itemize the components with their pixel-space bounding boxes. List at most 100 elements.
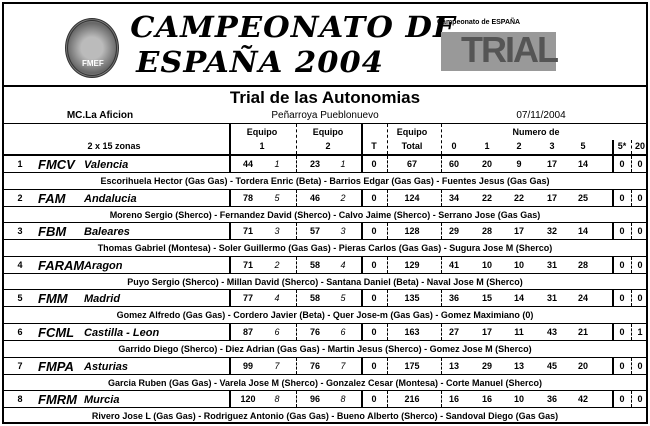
rank: 5	[17, 293, 23, 304]
cell-n2: 22	[513, 192, 525, 203]
cell-n0: 13	[448, 360, 460, 371]
cell-e1p: 1	[274, 159, 280, 169]
cell-t: 0	[371, 327, 377, 337]
cell-n5s: 0	[619, 360, 625, 371]
cell-e1p: 2	[274, 259, 280, 270]
team-code: FMRM	[38, 392, 77, 408]
cell-n5: 25	[577, 192, 589, 203]
cell-n3: 17	[546, 192, 558, 203]
n1-header: 1	[484, 141, 490, 151]
championship-title-line1: CAMPEONATO DE	[130, 10, 458, 44]
cell-n2: 13	[513, 360, 525, 371]
n20-header: 20	[634, 141, 646, 151]
cell-n5s: 0	[619, 159, 625, 169]
cell-e2: 76	[309, 360, 321, 371]
cell-n5s: 0	[619, 226, 625, 237]
cell-n2: 9	[516, 159, 522, 169]
cell-total: 163	[404, 327, 420, 337]
rank: 6	[17, 327, 23, 337]
equipo1-number: 1	[259, 141, 265, 151]
team-row: 6 FCML Castilla - Leon 87 6 76 6 0 163 27 17 11 43 21…	[4, 323, 646, 341]
cell-n3: 31	[546, 259, 558, 270]
riders-list: Escorihuela Hector (Gas Gas) - Tordera E…	[100, 176, 550, 186]
cell-n5s: 0	[619, 259, 625, 270]
numero-header: Numero de	[512, 127, 560, 137]
region-name: Asturias	[84, 360, 129, 373]
cell-n1: 20	[481, 159, 493, 169]
rank: 1	[17, 159, 23, 169]
rank: 7	[17, 360, 23, 371]
cell-n1: 28	[481, 226, 493, 237]
cell-e2p: 2	[340, 192, 346, 203]
cell-total: 216	[404, 394, 420, 405]
event-title: Trial de las Autonomias	[229, 88, 421, 107]
cell-e1: 71	[242, 226, 254, 237]
cell-n20: 0	[637, 293, 643, 304]
cell-n3: 31	[546, 293, 558, 304]
team-row: 8 FMRM Murcia 120 8 96 8 0 216 16 16 10 36 42 0 0	[4, 390, 646, 409]
cell-n5s: 0	[619, 394, 625, 405]
cell-n2: 11	[514, 327, 524, 337]
cell-e2p: 5	[340, 293, 346, 304]
team-code: FCML	[38, 325, 75, 340]
cell-e2p: 8	[340, 394, 346, 405]
region-name: Andalucia	[84, 192, 137, 205]
region-name: Valencia	[84, 159, 129, 171]
cell-n1: 22	[481, 192, 493, 203]
federation-crest-logo: FMEF	[65, 18, 119, 78]
team-code: FMCV	[38, 157, 75, 172]
cell-e2: 23	[309, 159, 321, 169]
cell-e2: 46	[309, 192, 321, 203]
cell-e2: 76	[309, 327, 321, 337]
cell-n5: 20	[577, 360, 589, 371]
header-banner: FMEF CAMPEONATO DE ESPAÑA 2004 Campeonat…	[2, 2, 648, 87]
cell-e1: 77	[242, 293, 254, 304]
cell-e2: 58	[309, 293, 321, 304]
cell-n3: 32	[546, 226, 558, 237]
team-code: FBM	[38, 224, 67, 240]
riders-list: Puyo Sergio (Sherco) - Millan David (She…	[127, 276, 523, 287]
team-code: FAM	[38, 190, 66, 206]
riders-list: Gomez Alfredo (Gas Gas) - Cordero Javier…	[116, 310, 534, 321]
event-date: 07/11/2004	[516, 110, 566, 121]
event-location: Peñarroya Pueblonuevo	[271, 110, 379, 121]
cell-n3: 36	[546, 394, 558, 405]
cell-n5s: 0	[619, 293, 625, 304]
cell-n0: 16	[448, 394, 460, 405]
cell-n5: 14	[577, 226, 589, 237]
cell-n5s: 0	[619, 327, 625, 337]
cell-e2p: 6	[340, 327, 346, 337]
cell-n0: 41	[448, 259, 460, 270]
rank: 3	[17, 226, 23, 237]
cell-e2: 57	[309, 226, 321, 237]
cell-t: 0	[371, 394, 377, 405]
cell-e1: 87	[242, 327, 254, 337]
table-header: 2 x 15 zonas Equipo 1 Equipo 2 T Equipo …	[4, 123, 646, 155]
region-name: Madrid	[84, 293, 121, 306]
cell-n20: 0	[637, 259, 643, 270]
team-row: 7 FMPA Asturias 99 7 76 7 0 175 13 29 13 45 20 0 0	[4, 356, 646, 375]
cell-n1: 16	[481, 394, 493, 405]
cell-e1p: 4	[274, 293, 280, 304]
cell-e1: 44	[242, 159, 254, 169]
cell-e2: 96	[309, 394, 321, 405]
cell-e2: 58	[309, 259, 321, 270]
riders-list: Moreno Sergio (Sherco) - Fernandez David…	[109, 209, 541, 220]
rank: 2	[17, 192, 23, 203]
trial-logo: Campeonato de ESPAÑA TRIAL	[437, 19, 559, 71]
cell-t: 0	[371, 159, 377, 169]
cell-e1: 78	[242, 192, 254, 203]
cell-n3: 43	[546, 327, 558, 337]
cell-e1p: 5	[274, 192, 280, 203]
cell-total: 175	[404, 360, 420, 371]
cell-e2p: 7	[340, 360, 346, 371]
cell-e1: 120	[240, 394, 256, 405]
riders-list: Thomas Gabriel (Montesa) - Soler Guiller…	[97, 243, 553, 254]
cell-t: 0	[371, 226, 377, 237]
n2-header: 2	[516, 141, 522, 151]
cell-t: 0	[371, 259, 377, 270]
cell-e1p: 8	[274, 394, 280, 405]
cell-n5: 42	[577, 394, 589, 405]
cell-total: 124	[404, 192, 420, 203]
